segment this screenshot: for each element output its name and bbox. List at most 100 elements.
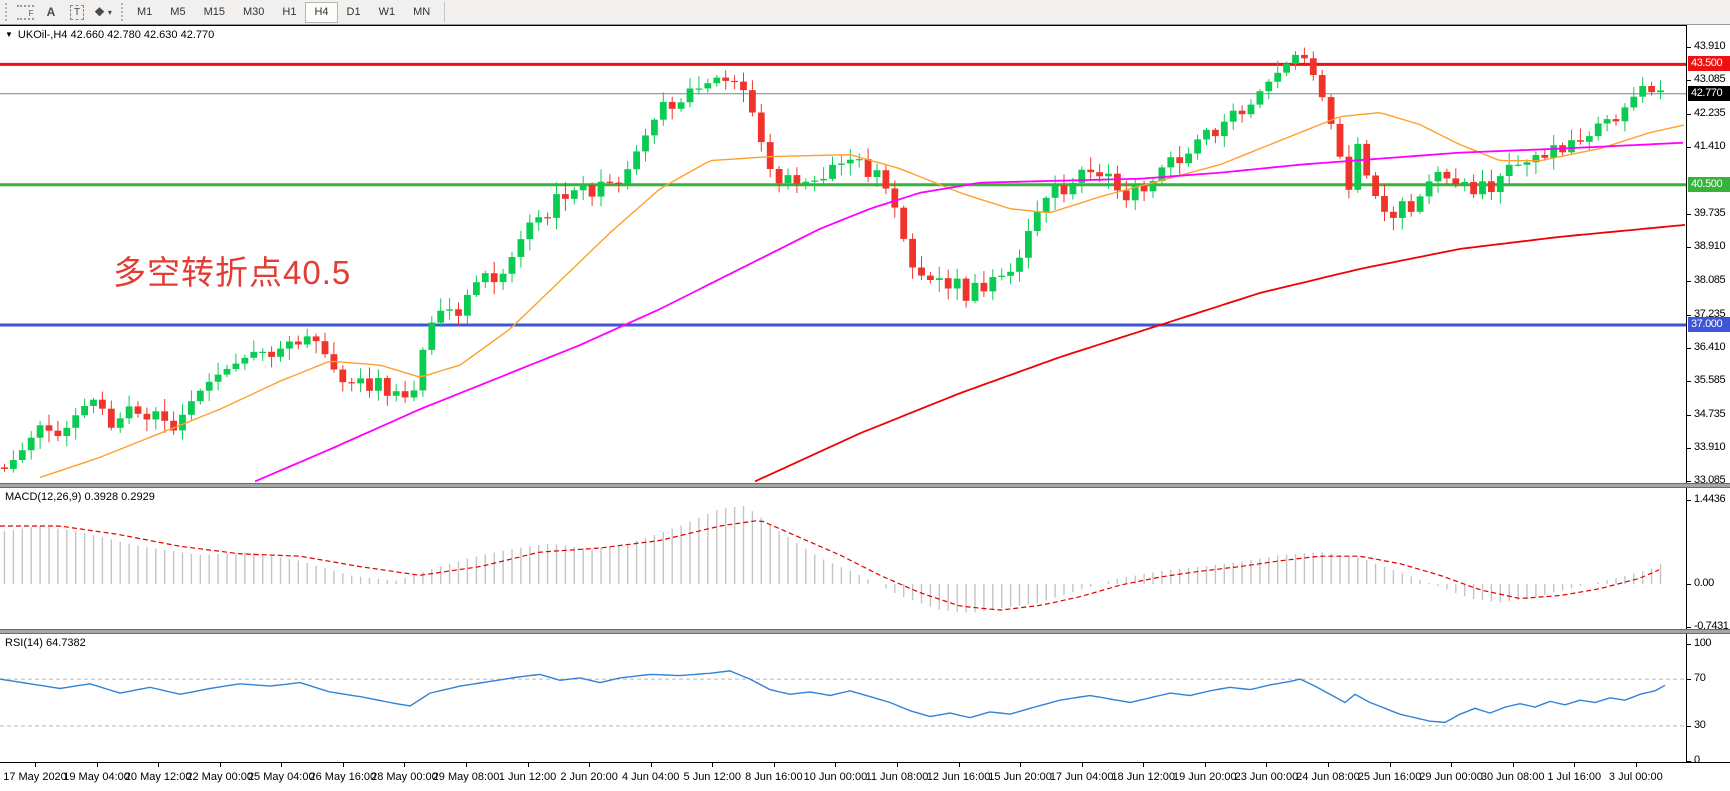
fibonacci-tool-icon: F xyxy=(16,4,34,20)
timeframe-m1-button[interactable]: M1 xyxy=(128,2,161,23)
rsi-tick-label: 70 xyxy=(1694,672,1706,685)
time-tick-mark xyxy=(1389,763,1391,767)
time-tick-mark xyxy=(1020,763,1022,767)
macd-panel[interactable]: MACD(12,26,9) 0.3928 0.2929 xyxy=(0,488,1686,629)
price-tick-label: 42.235 xyxy=(1694,107,1726,120)
timeframe-mn-button[interactable]: MN xyxy=(404,2,439,23)
pivot-price-badge: 40.500 xyxy=(1688,176,1730,192)
arrows-tool-button[interactable]: ❖ ▾ xyxy=(90,1,116,23)
price-tick-label: 34.735 xyxy=(1694,407,1726,420)
time-tick-label: 17 Jun 04:00 xyxy=(1049,771,1114,783)
time-tick-mark xyxy=(527,763,529,767)
toolbar-drag-handle[interactable] xyxy=(5,3,7,21)
price-tick-label-mark xyxy=(1687,147,1691,149)
time-tick-label: 3 Jul 00:00 xyxy=(1608,771,1663,783)
time-tick-label: 17 May 2020 xyxy=(3,771,67,783)
panel-separator[interactable] xyxy=(0,483,1730,488)
price-tick-label-mark xyxy=(1687,347,1691,349)
dropdown-caret-icon: ▾ xyxy=(107,7,112,17)
time-tick-label: 10 Jun 00:00 xyxy=(803,771,868,783)
symbol-dropdown-caret-icon[interactable]: ▼ xyxy=(5,30,13,39)
time-tick-mark xyxy=(1512,763,1514,767)
timeframe-m5-button[interactable]: M5 xyxy=(161,2,194,23)
price-tick-label-mark xyxy=(1687,280,1691,282)
rsi-tick-label: 0 xyxy=(1694,754,1700,766)
time-tick-label: 28 May 00:00 xyxy=(371,771,438,783)
timeframe-h1-button[interactable]: H1 xyxy=(273,2,305,23)
time-tick-mark xyxy=(1327,763,1329,767)
ma-fast-orange xyxy=(39,111,1685,479)
fibonacci-tool-button[interactable]: F xyxy=(12,1,38,23)
time-tick-label: 29 Jun 00:00 xyxy=(1419,771,1483,783)
ma-slow-red xyxy=(754,224,1686,483)
time-tick-label: 30 Jun 08:00 xyxy=(1480,771,1545,783)
drawing-tools-group: F A T ❖ ▾ xyxy=(12,1,116,23)
price-chart-panel[interactable]: ▼ UKOil-,H4 42.660 42.780 42.630 42.770 多… xyxy=(0,25,1686,483)
time-tick-mark xyxy=(281,763,283,767)
price-tick-label: 43.910 xyxy=(1694,40,1726,52)
price-axis[interactable]: 43.910 43.085 42.235 41.410 39.735 38.910 38.0… xyxy=(1686,25,1730,766)
rsi-tick-label-mark xyxy=(1687,644,1691,645)
time-tick-mark xyxy=(1204,763,1206,767)
time-tick-label: 25 May 04:00 xyxy=(247,771,315,783)
price-tick-label-mark xyxy=(1687,114,1691,116)
time-tick-mark xyxy=(650,763,652,767)
time-tick-label: 19 May 04:00 xyxy=(63,771,130,783)
time-tick-label: 1 Jun 12:00 xyxy=(498,771,557,783)
price-tick-label: 35.585 xyxy=(1694,373,1726,386)
price-tick-label: 39.735 xyxy=(1694,207,1726,220)
time-tick-label: 4 Jun 04:00 xyxy=(621,771,680,783)
toolbar-drag-handle[interactable] xyxy=(121,3,123,21)
time-tick-mark xyxy=(1635,763,1637,767)
rsi-panel[interactable]: RSI(14) 64.7382 xyxy=(0,634,1686,762)
price-tick-label-mark xyxy=(1687,214,1691,216)
arrow-label-tool-button[interactable]: A xyxy=(38,1,64,23)
rsi-label: RSI(14) 64.7382 xyxy=(5,637,86,649)
timeframe-m15-button[interactable]: M15 xyxy=(195,2,234,23)
time-tick-mark xyxy=(1081,763,1083,767)
time-tick-label: 23 Jun 00:00 xyxy=(1234,771,1299,783)
time-tick-mark xyxy=(219,763,221,767)
toolbar: F A T ❖ ▾ M1 M5 M15 M30 H1 H4 D1 W1 MN xyxy=(0,0,1730,25)
text-tool-button[interactable]: T xyxy=(64,1,90,23)
time-tick-label: 12 Jun 16:00 xyxy=(926,771,991,783)
price-tick-label: 36.410 xyxy=(1694,340,1726,353)
time-tick-label: 11 Jun 08:00 xyxy=(865,771,929,783)
timeframe-h4-button[interactable]: H4 xyxy=(305,1,338,23)
macd-tick-label: 1.4436 xyxy=(1694,493,1726,506)
price-tick-label-mark xyxy=(1687,414,1691,416)
time-tick-mark xyxy=(1451,763,1453,767)
time-axis[interactable]: 17 May 2020 19 May 04:00 20 May 12:00 22 Ma… xyxy=(0,762,1730,791)
price-tick-label-mark xyxy=(1687,447,1691,449)
time-tick-label: 8 Jun 16:00 xyxy=(745,771,803,783)
price-tick-label: 37.235 xyxy=(1694,307,1726,320)
time-tick-label: 22 May 00:00 xyxy=(186,771,254,783)
chart-title: ▼ UKOil-,H4 42.660 42.780 42.630 42.770 xyxy=(5,29,214,41)
toolbar-separator xyxy=(444,2,446,22)
time-tick-label: 1 Jul 16:00 xyxy=(1547,771,1602,783)
rsi-tick-label-mark xyxy=(1687,679,1691,681)
rsi-tick-label-mark xyxy=(1687,761,1691,762)
price-tick-label: 43.085 xyxy=(1694,73,1726,86)
time-tick-mark xyxy=(1266,763,1268,767)
time-tick-mark xyxy=(96,763,98,767)
price-chart-canvas[interactable] xyxy=(0,26,1686,484)
rsi-tick-label-mark xyxy=(1687,725,1691,727)
time-tick-label: 24 Jun 08:00 xyxy=(1296,771,1360,783)
macd-canvas[interactable] xyxy=(0,488,1686,629)
price-tick-label-mark xyxy=(1687,380,1691,382)
price-tick-label: 38.085 xyxy=(1694,273,1726,286)
panel-separator[interactable] xyxy=(0,629,1730,634)
timeframe-m30-button[interactable]: M30 xyxy=(234,2,273,23)
rsi-canvas[interactable] xyxy=(0,634,1686,762)
macd-tick-label-mark xyxy=(1687,584,1691,585)
time-tick-mark xyxy=(342,763,344,767)
timeframe-w1-button[interactable]: W1 xyxy=(370,2,405,23)
time-tick-label: 18 Jun 12:00 xyxy=(1111,771,1176,783)
price-tick-label-mark xyxy=(1687,314,1691,316)
timeframe-d1-button[interactable]: D1 xyxy=(338,2,370,23)
time-tick-mark xyxy=(404,763,406,767)
ma-mid-magenta xyxy=(254,141,1684,483)
rsi-line xyxy=(0,670,1666,724)
text-tool-icon: T xyxy=(69,4,85,20)
